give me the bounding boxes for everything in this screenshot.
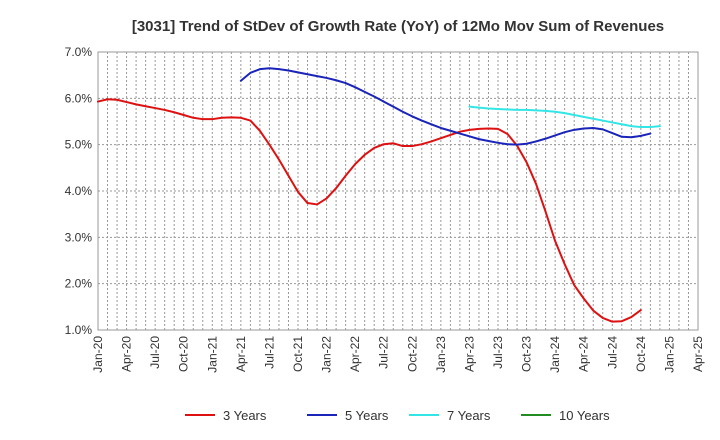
x-tick-label: Apr-22	[348, 336, 362, 372]
y-tick-label: 3.0%	[65, 230, 93, 244]
y-axis: 1.0% 2.0% 3.0% 4.0% 5.0% 6.0% 7.0%	[65, 45, 93, 337]
series-line-3-years	[97, 98, 642, 323]
x-tick-label: Oct-23	[520, 336, 534, 372]
legend-label: 5 Years	[345, 408, 389, 423]
x-tick-label: Oct-21	[291, 336, 305, 372]
legend-label: 10 Years	[559, 408, 610, 423]
legend-label: 7 Years	[447, 408, 491, 423]
x-tick-label: Jan-21	[205, 336, 219, 373]
x-tick-label: Jan-23	[434, 336, 448, 373]
y-tick-label: 1.0%	[65, 323, 93, 337]
x-axis: Jan-20 Apr-20 Jul-20 Oct-20 Jan-21 Apr-21 Jul-…	[91, 336, 705, 373]
series-layer	[97, 67, 661, 323]
x-tick-label: Apr-20	[120, 336, 134, 372]
y-tick-label: 7.0%	[65, 45, 93, 59]
chart-title: [3031] Trend of StDev of Growth Rate (Yo…	[132, 18, 664, 35]
x-tick-label: Jul-20	[148, 336, 162, 369]
x-tick-label: Jan-25	[662, 336, 676, 373]
x-tick-label: Jan-22	[320, 336, 334, 373]
x-tick-label: Jul-24	[605, 336, 619, 369]
x-tick-label: Jan-24	[548, 336, 562, 373]
x-tick-label: Oct-20	[177, 336, 191, 372]
series-line-5-years	[239, 67, 652, 146]
plot-frame	[97, 51, 699, 331]
x-tick-label: Apr-24	[577, 336, 591, 372]
x-tick-label: Jul-21	[262, 336, 276, 369]
y-tick-label: 2.0%	[65, 277, 93, 291]
legend: 3 Years 5 Years 7 Years 10 Years	[185, 408, 610, 423]
y-tick-label: 5.0%	[65, 138, 93, 152]
x-tick-label: Apr-25	[691, 336, 705, 372]
x-tick-label: Jan-20	[91, 336, 105, 373]
x-tick-label: Oct-24	[634, 336, 648, 372]
legend-label: 3 Years	[223, 408, 267, 423]
series-line-7-years	[468, 105, 661, 129]
x-tick-label: Apr-21	[234, 336, 248, 372]
x-tick-label: Jul-22	[377, 336, 391, 369]
y-tick-label: 6.0%	[65, 91, 93, 105]
y-tick-label: 4.0%	[65, 184, 93, 198]
x-tick-label: Apr-23	[462, 336, 476, 372]
x-tick-label: Jul-23	[491, 336, 505, 369]
x-tick-label: Oct-22	[405, 336, 419, 372]
